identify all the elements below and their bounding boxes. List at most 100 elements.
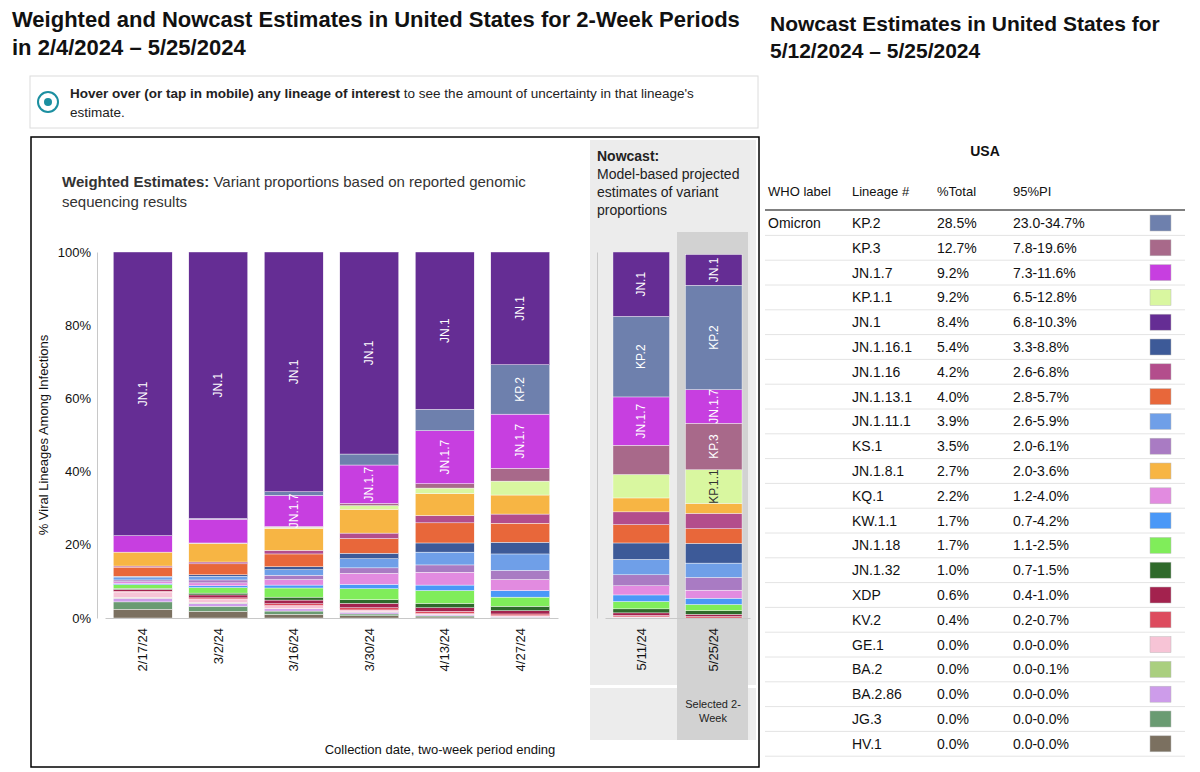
segment-label: JN.1.7 [287, 493, 301, 528]
bar-segment [685, 611, 742, 615]
bar-segment [264, 597, 323, 600]
table-swatch [1150, 314, 1171, 330]
table-row-rule [765, 706, 1185, 707]
table-row-rule [765, 508, 1185, 509]
bar-segment [415, 614, 474, 615]
table-swatch [1150, 537, 1171, 553]
table-cell: BA.2 [852, 661, 883, 677]
table-row-rule [765, 285, 1185, 286]
bar-segment [491, 616, 550, 617]
table-swatch [1150, 463, 1171, 479]
table-cell: KP.1.1 [852, 289, 892, 305]
x-axis-line [106, 618, 559, 619]
bar-segment [491, 611, 550, 614]
table-cell: 0.7-4.2% [1013, 513, 1069, 529]
table-row-rule [765, 607, 1185, 608]
table-cell: JN.1.18 [852, 537, 900, 553]
segment-label: JN.1 [438, 318, 452, 343]
bar-segment [491, 365, 550, 414]
y-tick-label: 100% [58, 245, 92, 260]
x-tick-label: 2/17/24 [135, 628, 150, 671]
bar-segment [491, 617, 550, 618]
table-swatch [1150, 364, 1171, 380]
x-tick-label: 3/30/24 [362, 628, 377, 671]
bar-segment [264, 550, 323, 554]
bar-segment [340, 252, 399, 454]
bar-segment [613, 616, 670, 617]
bar-segment [415, 523, 474, 543]
table-swatch [1150, 637, 1171, 653]
bar-segment [189, 562, 248, 564]
table-cell: Omicron [768, 215, 821, 231]
bar-segment [491, 252, 550, 365]
x-tick: 5/25/24 [706, 618, 721, 671]
table-swatch [1150, 240, 1171, 256]
table-cell: KP.3 [852, 240, 881, 256]
bar-segment [685, 390, 742, 424]
y-tick: 20% [65, 537, 97, 552]
bar-segment [415, 494, 474, 516]
y-axis-line [597, 253, 598, 619]
table-cell: 2.2% [937, 488, 969, 504]
x-tick-label: 5/11/24 [634, 628, 649, 670]
bar-segment [491, 542, 550, 554]
bar-segment [685, 470, 742, 504]
segment-label: KP.2 [707, 325, 721, 350]
nowcast-note: Nowcast:Model-based projected estimates … [597, 147, 749, 219]
y-tick-label: 0% [72, 611, 91, 626]
bar-segment [340, 553, 399, 558]
bar-segment [189, 519, 248, 543]
x-tick: 5/11/24 [634, 618, 649, 670]
table-cell: 7.8-19.6% [1013, 240, 1077, 256]
table-cell: 0.0% [937, 711, 969, 727]
bar-segment [685, 577, 742, 590]
bar-segment [415, 488, 474, 493]
bar-segment [685, 604, 742, 610]
bar-segment [189, 586, 248, 588]
table-swatch [1150, 736, 1171, 752]
table-swatch [1150, 562, 1171, 578]
segment-label: KP.2 [513, 377, 527, 402]
table-row-rule [765, 458, 1185, 459]
table-cell: 0.2-0.7% [1013, 612, 1069, 628]
bar-segment [264, 588, 323, 597]
bar-segment [685, 618, 742, 619]
x-tick: 3/30/24 [362, 618, 377, 671]
table-cell: XDP [852, 587, 881, 603]
bar-segment [685, 543, 742, 563]
y-axis [597, 253, 598, 619]
bar-segment [415, 431, 474, 484]
nowcast-note-bold: Nowcast: [597, 147, 749, 165]
table-cell: 8.4% [937, 314, 969, 330]
bar-segment [491, 481, 550, 495]
y-tick-label: 20% [65, 537, 91, 552]
bar-segment [113, 598, 172, 602]
y-tick: 60% [65, 391, 97, 406]
table-cell: 5.4% [937, 339, 969, 355]
bar-segment [613, 252, 670, 316]
segment-label: JN.1.7 [438, 439, 452, 474]
bar-segment [415, 565, 474, 572]
bar-segment [613, 617, 670, 618]
x-tick-label: 3/2/24 [211, 628, 226, 664]
x-tick: 3/16/24 [286, 618, 301, 671]
table-caption: USA [970, 143, 1000, 159]
bar-segment [340, 589, 399, 600]
bar-segment [685, 563, 742, 577]
bar-segment [264, 600, 323, 604]
bar-segment [340, 600, 399, 604]
table-cell: 9.2% [937, 265, 969, 281]
y-axis-title: % Viral Lineages Among Infections [36, 334, 51, 535]
x-tick: 4/27/24 [513, 618, 528, 671]
bar-segment [189, 252, 248, 518]
table-cell: JN.1 [852, 314, 881, 330]
note-text: Hover over (or tap in mobile) any lineag… [70, 84, 750, 122]
table-cell: JG.3 [852, 711, 882, 727]
bars [113, 252, 549, 618]
icon-ring [38, 92, 58, 112]
bar-segment [189, 580, 248, 583]
bar-segment [613, 525, 670, 543]
table-cell: 6.5-12.8% [1013, 289, 1077, 305]
bar-segment [189, 576, 248, 580]
table-cell: 28.5% [937, 215, 977, 231]
